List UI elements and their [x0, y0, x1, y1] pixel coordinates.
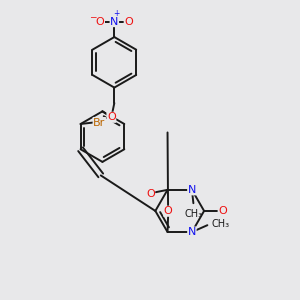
Text: N: N — [188, 185, 196, 195]
Text: −: − — [88, 12, 96, 21]
Text: O: O — [124, 16, 133, 27]
Text: O: O — [218, 206, 227, 216]
Text: O: O — [107, 112, 116, 122]
Text: +: + — [113, 9, 120, 18]
Text: N: N — [110, 16, 118, 27]
Text: CH₃: CH₃ — [184, 209, 202, 219]
Text: O: O — [164, 206, 172, 216]
Text: N: N — [188, 227, 196, 237]
Text: O: O — [146, 189, 155, 199]
Text: O: O — [96, 16, 104, 27]
Text: CH₃: CH₃ — [212, 219, 230, 229]
Text: Br: Br — [93, 118, 105, 128]
